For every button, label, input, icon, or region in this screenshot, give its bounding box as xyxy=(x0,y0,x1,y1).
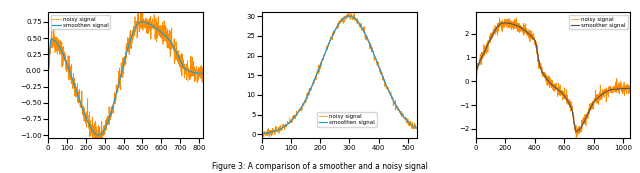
smoothen signal xyxy=(81,114,89,116)
smoother signal xyxy=(569,115,577,117)
Line: noisy signal: noisy signal xyxy=(262,12,417,137)
noisy signal xyxy=(357,25,365,27)
Line: smoothen signal: smoothen signal xyxy=(48,22,203,135)
noisy signal xyxy=(290,117,298,119)
noisy signal xyxy=(285,121,293,124)
smoothen signal xyxy=(325,42,333,44)
smoothen signal xyxy=(86,125,94,127)
noisy signal xyxy=(266,136,273,138)
Text: Figure 3: A comparison of a smoother and a noisy signal: Figure 3: A comparison of a smoother and… xyxy=(212,162,428,171)
noisy signal xyxy=(145,23,153,25)
noisy signal xyxy=(569,111,577,113)
Line: noisy signal: noisy signal xyxy=(476,18,630,138)
noisy signal xyxy=(111,94,118,96)
noisy signal xyxy=(351,11,358,13)
Legend: noisy signal, smoothen signal: noisy signal, smoothen signal xyxy=(317,112,377,127)
smoother signal xyxy=(627,87,634,89)
noisy signal xyxy=(608,87,616,89)
noisy signal xyxy=(376,73,384,75)
smoothen signal xyxy=(137,21,145,23)
smoother signal xyxy=(500,22,508,24)
Line: smoother signal: smoother signal xyxy=(476,23,630,131)
noisy signal xyxy=(496,17,504,19)
noisy signal xyxy=(86,121,94,123)
smoothen signal xyxy=(258,133,266,135)
smoothen signal xyxy=(44,79,52,81)
smoothen signal xyxy=(285,122,293,124)
smoother signal xyxy=(491,30,499,33)
noisy signal xyxy=(491,33,499,35)
Legend: noisy signal, smoother signal: noisy signal, smoother signal xyxy=(569,15,628,29)
smoother signal xyxy=(572,130,580,132)
noisy signal xyxy=(627,84,634,86)
smoother signal xyxy=(577,127,584,129)
smoothen signal xyxy=(199,73,207,75)
smoothen signal xyxy=(413,127,420,129)
smoother signal xyxy=(500,22,508,24)
smoother signal xyxy=(598,93,606,95)
Line: smoothen signal: smoothen signal xyxy=(262,16,417,134)
smoothen signal xyxy=(376,69,384,71)
smoothen signal xyxy=(140,21,147,23)
noisy signal xyxy=(68,63,76,65)
smoothen signal xyxy=(346,15,353,17)
smoothen signal xyxy=(145,23,153,25)
noisy signal xyxy=(406,123,413,125)
smoothen signal xyxy=(95,134,103,136)
noisy signal xyxy=(577,130,584,133)
noisy signal xyxy=(258,129,266,131)
Line: noisy signal: noisy signal xyxy=(48,5,203,154)
noisy signal xyxy=(413,127,420,129)
noisy signal xyxy=(472,71,479,73)
noisy signal xyxy=(199,66,207,69)
smoothen signal xyxy=(290,117,298,119)
noisy signal xyxy=(500,25,508,27)
noisy signal xyxy=(573,137,580,139)
smoothen signal xyxy=(405,121,413,124)
smoother signal xyxy=(472,71,479,73)
smoother signal xyxy=(608,89,616,91)
noisy signal xyxy=(598,91,606,93)
noisy signal xyxy=(134,4,142,6)
noisy signal xyxy=(93,153,101,155)
noisy signal xyxy=(81,112,89,114)
noisy signal xyxy=(44,76,52,78)
smoothen signal xyxy=(111,99,118,101)
smoothen signal xyxy=(357,25,365,27)
noisy signal xyxy=(326,43,333,45)
Legend: noisy signal, smoothen signal: noisy signal, smoothen signal xyxy=(51,15,111,29)
noisy signal xyxy=(140,24,147,26)
smoothen signal xyxy=(68,76,76,78)
